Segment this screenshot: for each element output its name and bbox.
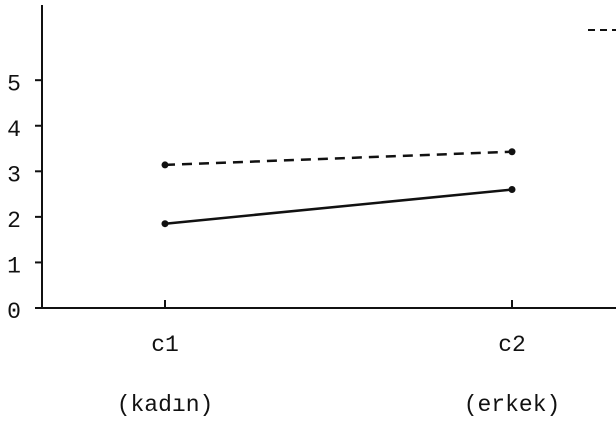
y-tick-label: 4 xyxy=(7,117,21,143)
y-tick-label: 3 xyxy=(7,162,21,188)
x-tick-label: c1 xyxy=(151,332,179,358)
x-tick-note: (kadın) xyxy=(117,392,214,418)
series-line xyxy=(164,150,513,167)
point xyxy=(508,148,516,156)
point xyxy=(161,161,169,169)
y-tick-label: 0 xyxy=(7,299,21,325)
x-tick-note: (erkek) xyxy=(464,392,561,418)
series-line xyxy=(164,188,513,225)
point xyxy=(161,220,169,228)
point xyxy=(508,186,516,194)
x-tick-label: c2 xyxy=(498,332,526,358)
y-tick-label: 1 xyxy=(7,254,21,280)
y-tick-label: 5 xyxy=(7,71,21,97)
y-tick-label: 2 xyxy=(7,208,21,234)
